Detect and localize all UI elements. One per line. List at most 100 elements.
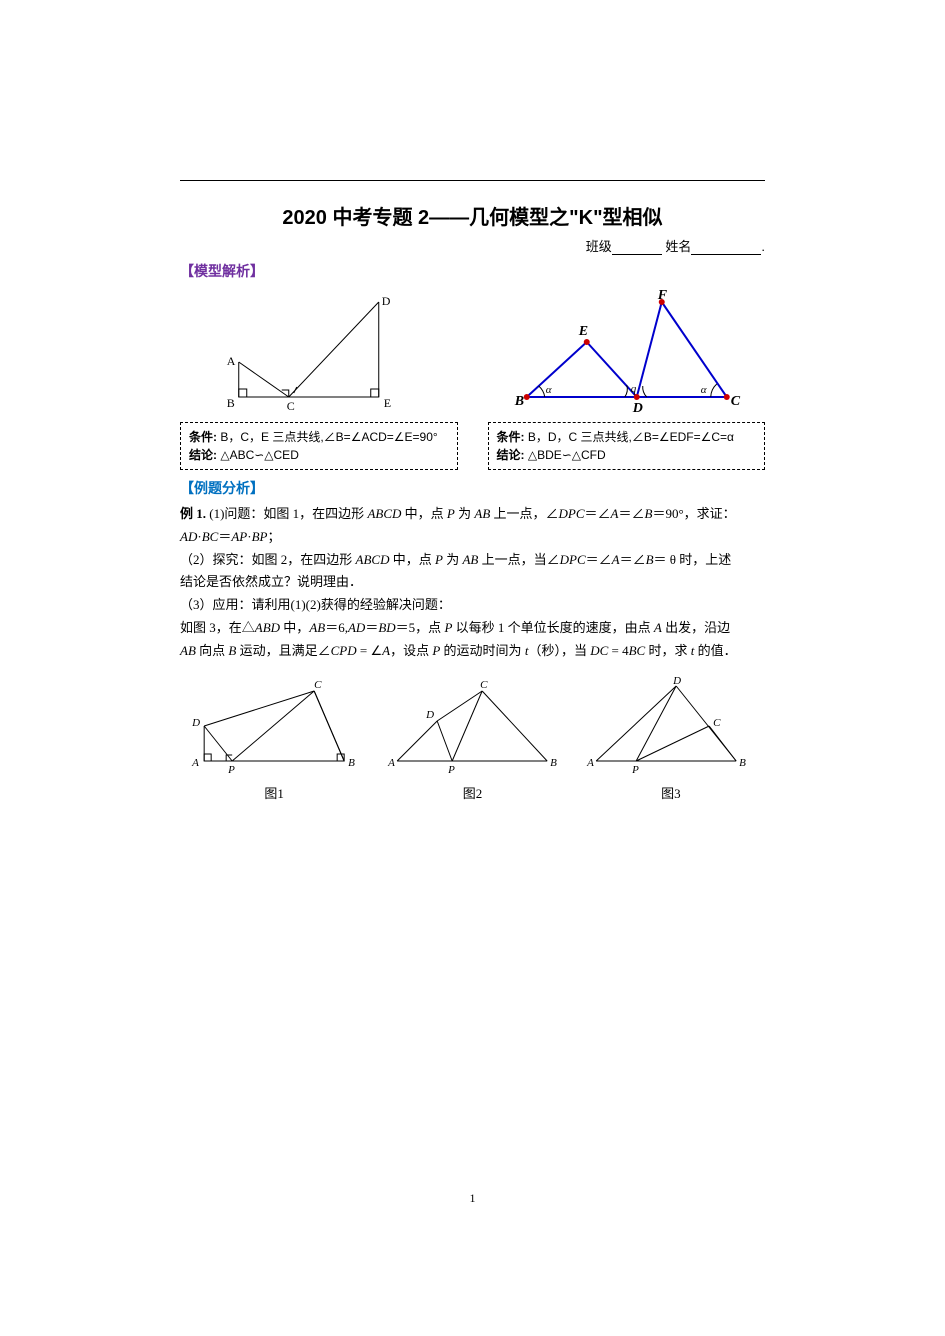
ex-head: 例 1. xyxy=(180,506,206,521)
p6b: ABD xyxy=(255,620,280,635)
p7a: AB xyxy=(180,643,196,658)
p1m: ＝90°，求证： xyxy=(652,506,735,521)
f1-D: D xyxy=(191,717,200,729)
section-model-head: 【模型解析】 xyxy=(180,261,765,281)
p6g: ＝ xyxy=(365,620,378,635)
p1j: A xyxy=(611,506,619,521)
p6k: 以每秒 1 个单位长度的速度，由点 xyxy=(452,620,654,635)
p1d: P xyxy=(447,506,455,521)
box1: 条件: B，C，E 三点共线,∠B=∠ACD=∠E=90° 结论: △ABC∽△… xyxy=(180,422,458,470)
box2-concl-text: △BDE∽△CFD xyxy=(525,448,606,462)
p7p: 时，求 xyxy=(645,643,691,658)
fig3-col: A P B D C 图3 xyxy=(577,676,765,802)
f2-A: A xyxy=(387,757,395,769)
p7n: = 4 xyxy=(608,643,628,658)
diagram2-svg: B E D F C α q α xyxy=(488,287,766,417)
p7m: DC xyxy=(590,643,608,658)
p6h: BD xyxy=(378,620,395,635)
p1e: 为 xyxy=(455,506,475,521)
p6i: ＝5，点 xyxy=(396,620,445,635)
p3d: P xyxy=(435,552,443,567)
p2a: AD xyxy=(180,529,197,544)
example-p4: 结论是否依然成立？说明理由． xyxy=(180,572,765,593)
page-number: 1 xyxy=(470,1191,476,1206)
example-p6: 如图 3，在△ABD 中，AB＝6,AD＝BD＝5，点 P 以每秒 1 个单位长… xyxy=(180,618,765,639)
p3i: ＝∠ xyxy=(586,552,612,567)
p1b: ABCD xyxy=(367,506,401,521)
p2g: BP xyxy=(252,529,268,544)
p1c: 中，点 xyxy=(401,506,447,521)
f1-B: B xyxy=(348,757,355,769)
box1-cond-text: B，C，E 三点共线,∠B=∠ACD=∠E=90° xyxy=(217,430,438,444)
f2-P: P xyxy=(447,764,455,776)
d2-label-F: F xyxy=(656,288,667,303)
example-p1: 例 1. (1)问题：如图 1，在四边形 ABCD 中，点 P 为 AB 上一点… xyxy=(180,504,765,525)
p6e: ＝6, xyxy=(325,620,348,635)
d2-label-C: C xyxy=(730,394,740,409)
fig2-col: A P B D C 图2 xyxy=(378,676,566,802)
fig3-label: 图3 xyxy=(577,783,765,802)
box1-concl-text: △ABC∽△CED xyxy=(217,448,299,462)
class-label: 班级 xyxy=(586,239,612,254)
p7l: （秒），当 xyxy=(528,643,590,658)
p7d: 运动，且满足∠ xyxy=(236,643,330,658)
f3-B: B xyxy=(739,757,746,769)
page-title: 2020 中考专题 2——几何模型之"K"型相似 xyxy=(180,201,765,230)
d1-label-B: B xyxy=(227,396,235,410)
name-blank xyxy=(691,242,761,255)
p6m: 出发，沿边 xyxy=(662,620,730,635)
box1-concl-label: 结论: xyxy=(189,448,217,462)
diagram2-col: B E D F C α q α 条件: B，D，C 三点共线,∠B=∠EDF=∠… xyxy=(488,287,766,470)
box1-cond-label: 条件: xyxy=(189,430,217,444)
p7f: = ∠ xyxy=(357,643,383,658)
f1-P: P xyxy=(227,764,235,776)
fig1-svg: A P B D C xyxy=(180,676,368,776)
box2-cond-text: B，D，C 三点共线,∠B=∠EDF=∠C=α xyxy=(525,430,735,444)
f2-D: D xyxy=(425,709,434,721)
p1g: 上一点，∠ xyxy=(490,506,558,521)
p6l: A xyxy=(654,620,662,635)
d2-label-E: E xyxy=(577,324,587,339)
fig2-label: 图2 xyxy=(378,783,566,802)
p2c: BC xyxy=(202,529,219,544)
d2-alpha2: α xyxy=(700,384,706,396)
d2-alpha1: α xyxy=(545,384,551,396)
period: . xyxy=(761,239,765,254)
p3j: A xyxy=(612,552,620,567)
box2: 条件: B，D，C 三点共线,∠B=∠EDF=∠C=α 结论: △BDE∽△CF… xyxy=(488,422,766,470)
p1a: (1)问题：如图 1，在四边形 xyxy=(206,506,367,521)
p6d: AB xyxy=(309,620,325,635)
d1-label-E: E xyxy=(384,396,391,410)
fig3-svg: A P B D C xyxy=(577,676,765,776)
f3-P: P xyxy=(631,764,639,776)
p1f: AB xyxy=(474,506,490,521)
d2-label-B: B xyxy=(513,394,523,409)
fig1-label: 图1 xyxy=(180,783,368,802)
d1-label-D: D xyxy=(382,294,391,308)
p2d: ＝ xyxy=(218,529,231,544)
d1-label-A: A xyxy=(227,354,236,368)
p7o: BC xyxy=(629,643,646,658)
fig1-col: A P B D C 图1 xyxy=(180,676,368,802)
diagram1-svg: A B C D E xyxy=(180,287,458,417)
d1-label-C: C xyxy=(287,399,295,413)
p1i: ＝∠ xyxy=(585,506,611,521)
d2-label-D: D xyxy=(631,401,642,416)
name-label: 姓名 xyxy=(665,239,691,254)
p6a: 如图 3，在△ xyxy=(180,620,255,635)
diagram1-col: A B C D E 条件: B，C，E 三点共线,∠B=∠ACD=∠E=90° … xyxy=(180,287,458,470)
p2h: ； xyxy=(267,529,280,544)
f2-C: C xyxy=(480,679,488,691)
p7h: ，设点 xyxy=(390,643,432,658)
box2-concl-label: 结论: xyxy=(497,448,525,462)
model-diagrams-row: A B C D E 条件: B，C，E 三点共线,∠B=∠ACD=∠E=90° … xyxy=(180,287,765,470)
p7b: 向点 xyxy=(196,643,229,658)
p7r: 的值． xyxy=(694,643,736,658)
p1k: ＝∠ xyxy=(619,506,645,521)
p7g: A xyxy=(382,643,390,658)
example-p5: （3）应用：请利用(1)(2)获得的经验解决问题： xyxy=(180,595,765,616)
p1h: DPC xyxy=(559,506,585,521)
p6f: AD xyxy=(348,620,365,635)
example-p7: AB 向点 B 运动，且满足∠CPD = ∠A，设点 P 的运动时间为 t（秒）… xyxy=(180,641,765,662)
p3m: ＝ θ 时，上述 xyxy=(654,552,732,567)
